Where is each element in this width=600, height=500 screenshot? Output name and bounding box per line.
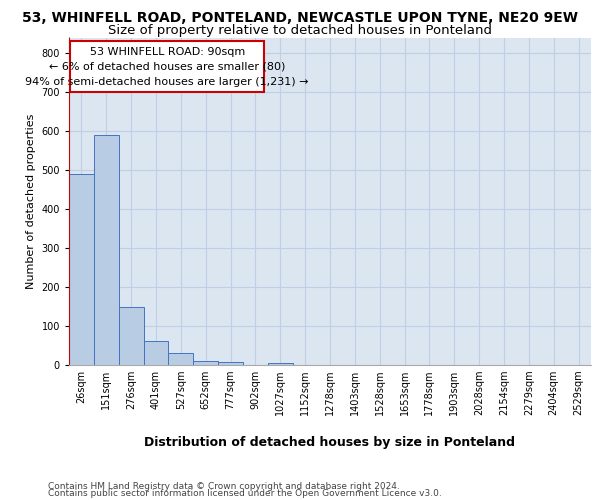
FancyBboxPatch shape bbox=[70, 42, 264, 92]
Text: 53, WHINFELL ROAD, PONTELAND, NEWCASTLE UPON TYNE, NE20 9EW: 53, WHINFELL ROAD, PONTELAND, NEWCASTLE … bbox=[22, 11, 578, 25]
Bar bbox=[119, 306, 143, 365]
Text: Distribution of detached houses by size in Ponteland: Distribution of detached houses by size … bbox=[145, 436, 515, 449]
Bar bbox=[169, 354, 193, 365]
Bar bbox=[193, 361, 218, 365]
Bar bbox=[94, 135, 119, 365]
Text: Contains public sector information licensed under the Open Government Licence v3: Contains public sector information licen… bbox=[48, 490, 442, 498]
Bar bbox=[218, 362, 243, 365]
Bar bbox=[268, 363, 293, 365]
Bar bbox=[143, 341, 169, 365]
Text: Contains HM Land Registry data © Crown copyright and database right 2024.: Contains HM Land Registry data © Crown c… bbox=[48, 482, 400, 491]
Y-axis label: Number of detached properties: Number of detached properties bbox=[26, 114, 36, 289]
Bar bbox=[69, 174, 94, 365]
Text: Size of property relative to detached houses in Ponteland: Size of property relative to detached ho… bbox=[108, 24, 492, 37]
Text: 53 WHINFELL ROAD: 90sqm
← 6% of detached houses are smaller (80)
94% of semi-det: 53 WHINFELL ROAD: 90sqm ← 6% of detached… bbox=[25, 47, 309, 86]
